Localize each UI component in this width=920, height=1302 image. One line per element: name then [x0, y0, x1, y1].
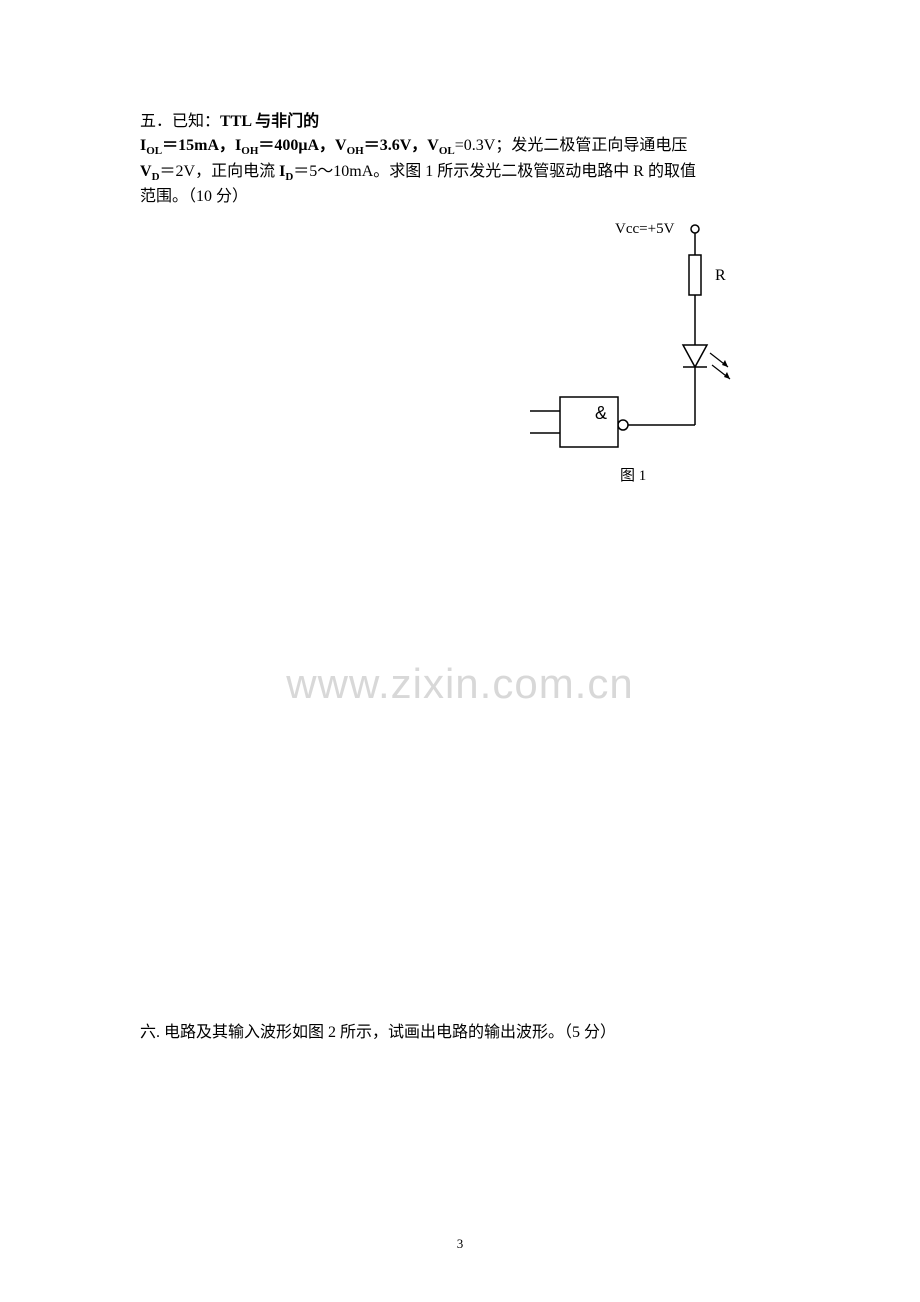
ioh-sub: OH [241, 145, 258, 157]
question6-text: 六. 电路及其输入波形如图 2 所示，试画出电路的输出波形。（5 分） [140, 1018, 616, 1042]
figure-caption: 图 1 [620, 467, 646, 484]
vd-sub: D [152, 171, 160, 183]
gate-symbol: & [595, 403, 607, 423]
id-eq: ＝5～10mA。求图 1 所示发光二极管驱动电路中 R 的取值 [293, 163, 696, 180]
vol-sub: OL [439, 145, 455, 157]
circuit-svg: Vcc=+5V R & 图 1 [500, 215, 760, 495]
content-area: 五．已知：TTL 与非门的 IOL＝15mA，IOH＝400μA，VOH＝3.6… [0, 0, 920, 209]
voh-eq: ＝3.6V， [364, 137, 428, 154]
vcc-terminal [691, 225, 699, 233]
vol-label: V [427, 137, 439, 154]
r-label: R [715, 267, 726, 284]
nand-gate-box [560, 397, 618, 447]
circuit-diagram: Vcc=+5V R & 图 1 [500, 215, 760, 495]
page-number: 3 [457, 1236, 464, 1252]
iol-eq: ＝15mA， [162, 137, 235, 154]
watermark: www.zixin.com.cn [286, 660, 633, 708]
vcc-label: Vcc=+5V [615, 221, 675, 237]
q5-params-line2: VD＝2V，正向电流 ID＝5～10mA。求图 1 所示发光二极管驱动电路中 R… [140, 160, 780, 186]
vd-eq: ＝2V，正向电流 [160, 163, 280, 180]
q5-params-line3: 范围。（10 分） [140, 185, 780, 209]
vd-label: V [140, 163, 152, 180]
q5-prefix: 五．已知： [140, 113, 220, 130]
led-arrow1-head [722, 360, 728, 367]
ioh-eq: ＝400μA， [258, 137, 335, 154]
iol-sub: OL [146, 145, 162, 157]
inverter-bubble [618, 420, 628, 430]
q5-params-line1: IOL＝15mA，IOH＝400μA，VOH＝3.6V，VOL=0.3V；发光二… [140, 134, 780, 160]
resistor-box [689, 255, 701, 295]
voh-sub: OH [347, 145, 364, 157]
question5-title: 五．已知：TTL 与非门的 [140, 110, 780, 134]
q5-title-bold: TTL 与非门的 [220, 113, 319, 130]
voh-label: V [335, 137, 347, 154]
vol-eq: =0.3V；发光二极管正向导通电压 [455, 137, 688, 154]
led-arrow2-head [724, 372, 730, 379]
led-triangle [683, 345, 707, 367]
